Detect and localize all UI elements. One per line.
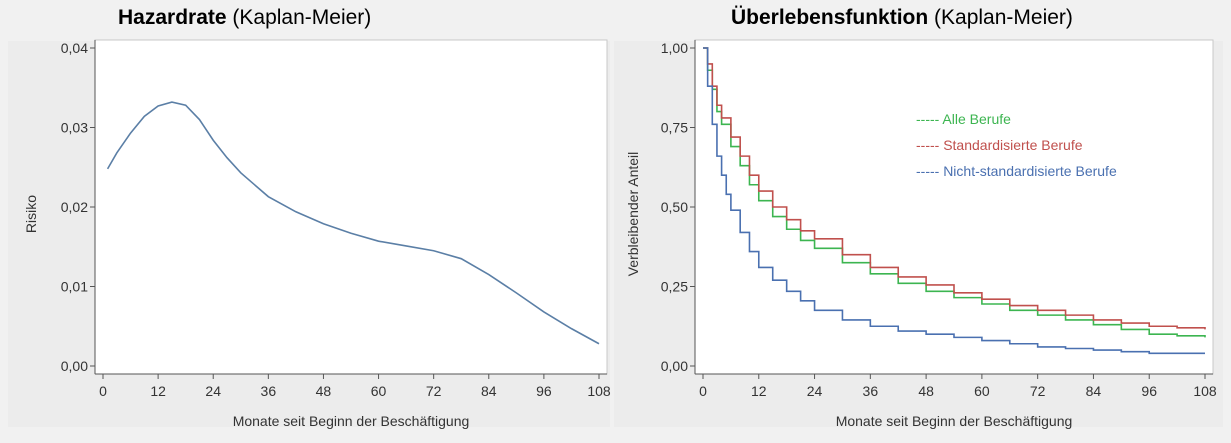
survival-x-tick-label: 72 [1030,383,1046,399]
hazard-x-tick-label: 72 [426,383,442,399]
hazard-x-tick-label: 96 [536,383,552,399]
survival-x-tick-label: 84 [1086,383,1102,399]
survival-y-tick-label: 0,75 [661,120,688,136]
survival-x-tick-label: 12 [751,383,767,399]
survival-series-standardisierte-berufe [703,47,1206,330]
survival-legend-entry: ----- Alle Berufe [916,111,1011,127]
survival-panel-title: Überlebensfunktion (Kaplan-Meier) [731,6,1073,30]
hazard-y-tick-label: 0,00 [61,358,88,374]
survival-y-axis-label: Verbleibender Anteil [625,152,641,277]
hazard-panel-title: Hazardrate (Kaplan-Meier) [118,6,371,30]
survival-series-alle-berufe [703,47,1206,338]
hazard-chart: 0,00 0,01 0,02 0,03 0,04 0 12 24 36 48 60 72 84 96 108… [8,39,611,429]
survival-chart: 0,00 0,25 0,50 0,75 1,00 0 12 24 36 48 60 72 84 96 108… [614,39,1223,429]
survival-y-tick-label: 0,25 [661,279,688,295]
survival-x-tick-label: 0 [699,383,707,399]
hazard-title-rest: (Kaplan-Meier) [226,6,372,29]
hazard-x-tick-label: 12 [150,383,166,399]
survival-title-rest: (Kaplan-Meier) [928,6,1073,29]
hazard-y-tick-label: 0,01 [61,279,88,295]
survival-x-axis-label: Monate seit Beginn der Beschäftigung [836,413,1073,429]
survival-y-tick-label: 0,50 [661,199,688,215]
survival-x-tick-label: 48 [918,383,934,399]
hazard-y-tick-label: 0,04 [61,40,88,56]
survival-x-tick-label: 36 [863,383,879,399]
hazard-title-bold: Hazardrate [118,6,227,29]
survival-x-tick-label: 24 [807,383,823,399]
hazard-x-tick-label: 108 [587,383,611,399]
hazard-x-tick-label: 0 [99,383,107,399]
hazard-x-tick-label: 48 [316,383,332,399]
hazard-y-axis-label: Risiko [23,195,39,233]
survival-x-tick-label: 60 [974,383,990,399]
hazard-series-line [106,101,600,345]
survival-y-tick-label: 0,00 [661,358,688,374]
hazard-x-tick-label: 24 [205,383,221,399]
survival-x-tick-label: 96 [1141,383,1157,399]
hazard-plot-area [94,39,608,375]
survival-title-bold: Überlebensfunktion [731,6,929,29]
hazard-x-axis-label: Monate seit Beginn der Beschäftigung [233,413,470,429]
survival-x-tick-label: 108 [1193,383,1217,399]
hazard-y-tick-label: 0,02 [61,199,88,215]
survival-series-nicht-standardisierte-berufe [703,47,1205,355]
hazard-y-tick-label: 0,03 [61,120,88,136]
hazard-x-tick-label: 60 [371,383,387,399]
hazard-x-tick-label: 36 [261,383,277,399]
survival-legend-entry: ----- Standardisierte Berufe [916,137,1083,153]
hazard-x-tick-label: 84 [481,383,497,399]
survival-legend-entry: ----- Nicht-standardisierte Berufe [916,163,1117,179]
survival-y-tick-label: 1,00 [661,40,688,56]
